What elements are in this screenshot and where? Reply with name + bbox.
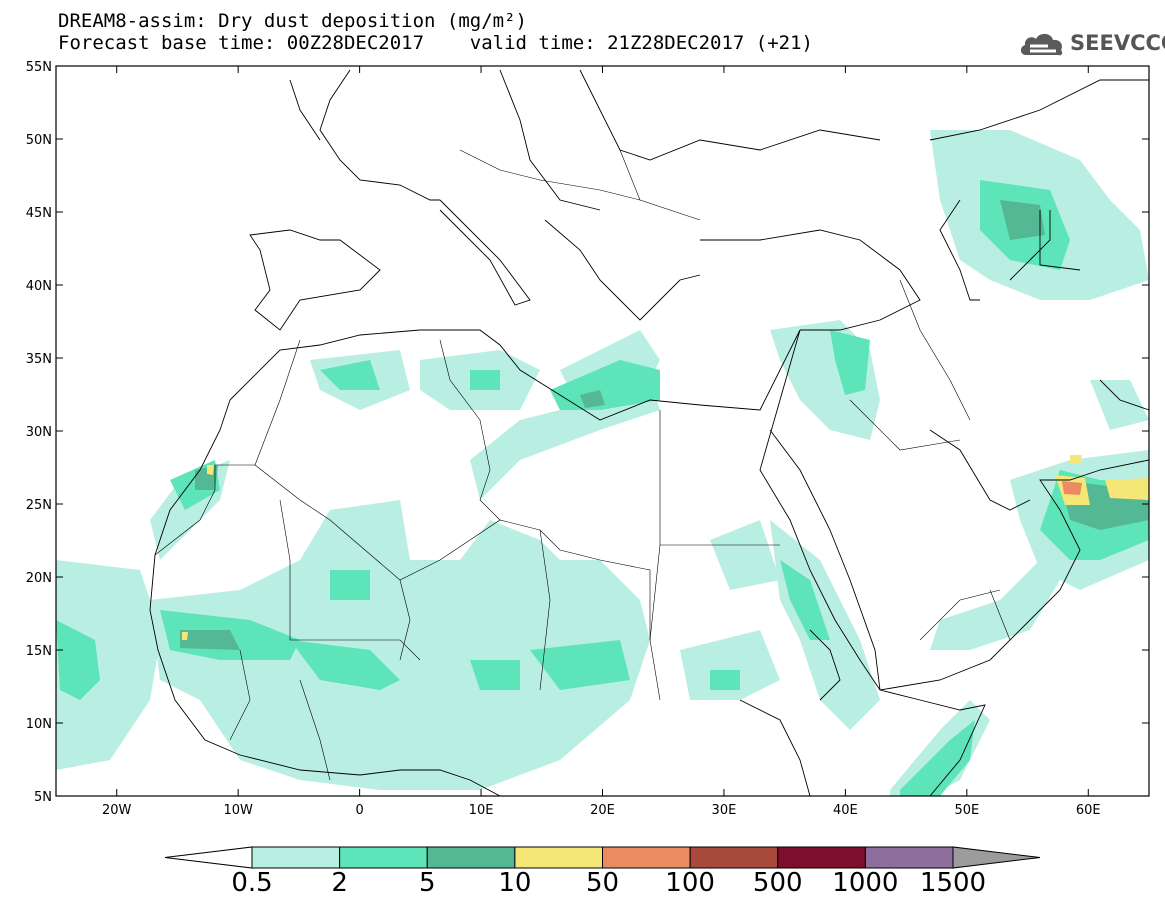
deposition-field [56, 130, 1149, 796]
coastlines-and-borders [149, 69, 1149, 796]
colorbar-swatch [864, 846, 954, 869]
lat-tick-label: 40N [26, 279, 52, 294]
lon-tick-label: 20E [590, 803, 615, 818]
lat-tick-label: 35N [26, 352, 52, 367]
longitude-axis: 20W 10W 0 10E 20E 30E 40E 50E 60E [102, 66, 1101, 818]
logo-text: SEEVCCC [1070, 31, 1165, 55]
lon-tick-label: 30E [712, 803, 737, 818]
lat-tick-label: 20N [26, 571, 52, 586]
colorbar-swatch [514, 846, 603, 869]
lat-tick-label: 45N [26, 206, 52, 221]
map-title: DREAM8-assim: Dry dust deposition (mg/m²… [58, 10, 527, 32]
colorbar-level-label: 1000 [832, 868, 898, 898]
latitude-axis: 55N 50N 45N 40N 35N 30N 25N 20N 15N 10N 5N [26, 60, 1149, 805]
map-subtitle-times: Forecast base time: 00Z28DEC2017 valid t… [58, 32, 813, 54]
lon-tick-label: 60E [1076, 803, 1101, 818]
lat-tick-label: 10N [26, 717, 52, 732]
colorbar-swatch [426, 846, 516, 869]
lon-tick-label: 20W [102, 803, 132, 818]
lat-tick-label: 5N [34, 790, 52, 805]
cloud-icon [1020, 33, 1063, 56]
lat-tick-label: 30N [26, 425, 52, 440]
lat-tick-label: 50N [26, 133, 52, 148]
lon-tick-label: 40E [833, 803, 858, 818]
lon-tick-label: 50E [954, 803, 979, 818]
colorbar-over-triangle [952, 846, 1041, 869]
colorbar-swatch [339, 846, 428, 869]
lat-tick-label: 25N [26, 498, 52, 513]
lat-tick-label: 15N [26, 644, 52, 659]
country-borders [154, 149, 1011, 781]
colorbar-level-label: 10 [498, 868, 531, 898]
colorbar-swatch [777, 846, 866, 869]
lon-tick-label: 10W [223, 803, 253, 818]
colorbar-swatch [602, 846, 691, 869]
colorbar-under-triangle [164, 846, 253, 869]
colorbar-level-label: 100 [665, 868, 715, 898]
colorbar-level-label: 5 [419, 868, 436, 898]
colorbar-level-label: 50 [586, 868, 619, 898]
field-level-50 [1062, 481, 1082, 495]
colorbar-level-label: 2 [331, 868, 348, 898]
lon-tick-label: 10E [469, 803, 494, 818]
colorbar-level-label: 0.5 [231, 868, 272, 898]
colorbar-legend: 0.5 2 5 10 50 100 500 1000 1500 [164, 846, 1041, 898]
colorbar-level-label: 500 [753, 868, 803, 898]
colorbar-swatch [251, 846, 341, 869]
colorbar-level-label: 1500 [920, 868, 986, 898]
lat-tick-label: 55N [26, 60, 52, 75]
lon-tick-label: 0 [355, 803, 363, 818]
seevccc-logo: SEEVCCC [1018, 27, 1165, 61]
colorbar-swatch [689, 846, 779, 869]
